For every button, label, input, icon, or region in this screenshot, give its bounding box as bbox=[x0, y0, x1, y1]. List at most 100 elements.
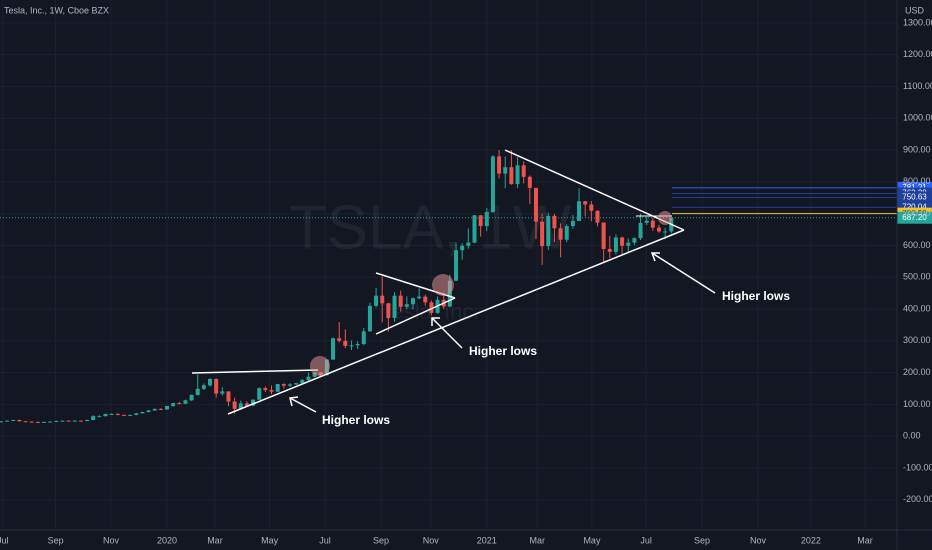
candle-body bbox=[349, 345, 354, 347]
x-tick-label: Sep bbox=[694, 535, 710, 545]
x-tick-label: 2021 bbox=[477, 535, 497, 545]
candle-body bbox=[337, 338, 342, 341]
candle-body bbox=[177, 403, 182, 405]
x-tick-label: Nov bbox=[103, 535, 120, 545]
highlight-circle bbox=[658, 211, 672, 225]
y-tick-label: 400.00 bbox=[903, 303, 931, 313]
candle-body bbox=[128, 414, 133, 416]
candle-body bbox=[632, 238, 637, 243]
candle-body bbox=[650, 220, 655, 228]
candle-body bbox=[306, 376, 311, 380]
arrow-head bbox=[289, 396, 299, 407]
watermark: TSLA, 1W bbox=[289, 193, 572, 262]
trend-line bbox=[191, 369, 319, 374]
candle-body bbox=[54, 420, 59, 422]
candle-body bbox=[423, 296, 428, 303]
candle-body bbox=[429, 302, 434, 313]
candle-body bbox=[152, 408, 157, 411]
candle-body bbox=[103, 413, 108, 417]
candle-body bbox=[35, 421, 40, 423]
candle-body bbox=[540, 221, 545, 247]
y-tick-label: -100.00 bbox=[903, 462, 932, 472]
y-tick-label: 1300.00 bbox=[903, 17, 932, 27]
candle-body bbox=[417, 296, 422, 299]
drawings bbox=[191, 149, 716, 415]
candle-body bbox=[257, 388, 262, 400]
candle-body bbox=[398, 295, 403, 307]
candle-body bbox=[17, 419, 22, 422]
candle-body bbox=[484, 212, 489, 227]
x-tick-label: May bbox=[583, 535, 601, 545]
candle-body bbox=[91, 416, 96, 420]
level-tag bbox=[897, 191, 932, 204]
y-tick-label: 100.00 bbox=[903, 399, 931, 409]
candle-body bbox=[361, 331, 366, 345]
currency-label: USD bbox=[905, 5, 925, 15]
candle-body bbox=[11, 419, 16, 421]
candle-body bbox=[275, 384, 280, 392]
candle-body bbox=[374, 295, 379, 306]
candle-body bbox=[564, 226, 569, 240]
candle-body bbox=[638, 222, 643, 239]
candle-body bbox=[546, 215, 551, 247]
x-tick-label: 2022 bbox=[801, 535, 821, 545]
candle-body bbox=[287, 384, 292, 386]
candle-body bbox=[558, 228, 563, 240]
candle-body bbox=[85, 419, 90, 421]
candle-body bbox=[367, 305, 372, 332]
candle-body bbox=[195, 388, 200, 395]
candle-body bbox=[521, 165, 526, 177]
chart-title: Tesla, Inc., 1W, Cboe BZX bbox=[4, 5, 109, 15]
candle-body bbox=[78, 420, 83, 422]
arrow bbox=[289, 397, 317, 413]
candle-body bbox=[583, 201, 588, 205]
y-tick-label: 200.00 bbox=[903, 367, 931, 377]
x-tick-label: Mar bbox=[207, 535, 223, 545]
highlight-circle bbox=[432, 274, 454, 296]
annotation: Higher lows bbox=[469, 344, 537, 358]
y-tick-label: 1000.00 bbox=[903, 113, 932, 123]
candle-body bbox=[620, 237, 625, 246]
candle-body bbox=[5, 420, 10, 422]
candle-body bbox=[115, 413, 120, 415]
trend-line bbox=[227, 229, 685, 415]
candle-body bbox=[214, 378, 219, 394]
candle-body bbox=[613, 237, 618, 252]
y-tick-label: 1100.00 bbox=[903, 81, 932, 91]
candle-body bbox=[607, 248, 612, 252]
candle-body bbox=[472, 215, 477, 243]
candle-body bbox=[601, 222, 606, 249]
level-label: 720.04 bbox=[902, 202, 927, 211]
level-label: 687.20 bbox=[902, 213, 927, 222]
candle-body bbox=[515, 165, 520, 185]
candle-body bbox=[478, 215, 483, 227]
candle-body bbox=[48, 421, 53, 423]
candle-body bbox=[552, 215, 557, 229]
candle-body bbox=[238, 403, 243, 409]
candle-body bbox=[460, 245, 465, 251]
candle-body bbox=[183, 400, 188, 404]
highlight-circle bbox=[310, 356, 330, 376]
level-tag bbox=[897, 211, 932, 224]
annotation: Higher lows bbox=[322, 413, 390, 427]
x-tick-label: Nov bbox=[423, 535, 440, 545]
candle-body bbox=[466, 242, 471, 246]
candle-body bbox=[41, 421, 46, 423]
candle-body bbox=[447, 280, 452, 307]
candle-body bbox=[146, 410, 151, 413]
trend-line bbox=[375, 297, 456, 335]
highlights bbox=[310, 211, 672, 376]
level-label: 781.21 bbox=[902, 183, 927, 192]
annotation: Higher lows bbox=[722, 289, 790, 303]
candle-body bbox=[23, 421, 28, 423]
candle-body bbox=[171, 403, 176, 407]
candle-body bbox=[570, 220, 575, 227]
y-tick-label: 500.00 bbox=[903, 272, 931, 282]
candle-body bbox=[66, 420, 71, 422]
x-tick-label: Jul bbox=[319, 535, 331, 545]
candle-body bbox=[380, 295, 385, 304]
candles bbox=[0, 150, 674, 423]
candle-body bbox=[97, 416, 102, 418]
